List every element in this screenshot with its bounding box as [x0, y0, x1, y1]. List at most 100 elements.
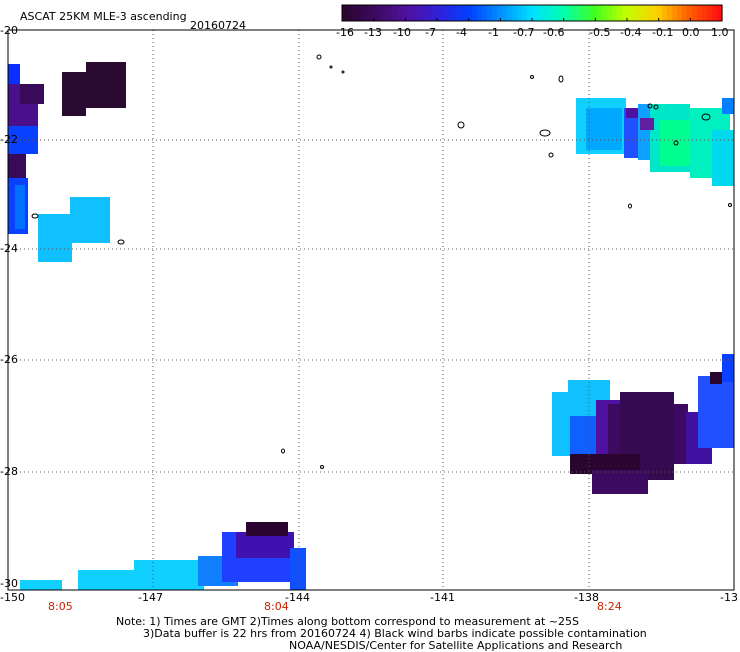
colorbar-swatch: [712, 5, 718, 21]
data-cell: [640, 118, 654, 130]
colorbar-swatch: [452, 5, 458, 21]
colorbar-swatch: [517, 5, 523, 21]
colorbar-swatch: [412, 5, 418, 21]
colorbar-swatch: [707, 5, 713, 21]
colorbar-swatch: [597, 5, 603, 21]
data-cell: [20, 84, 44, 104]
colorbar-swatch: [502, 5, 508, 21]
colorbar-label: -0.1: [652, 26, 674, 39]
data-cell: [698, 376, 734, 448]
colorbar-swatch: [577, 5, 583, 21]
colorbar-label: -13: [364, 26, 382, 39]
colorbar-swatch: [387, 5, 393, 21]
colorbar-swatch: [622, 5, 628, 21]
colorbar-swatch: [572, 5, 578, 21]
colorbar-swatch: [587, 5, 593, 21]
graticule: [8, 30, 734, 590]
colorbar-swatch: [492, 5, 498, 21]
colorbar-swatch: [477, 5, 483, 21]
colorbar: [341, 4, 723, 22]
product-title: ASCAT 25KM MLE-3 ascending: [20, 10, 187, 23]
product-date: 20160724: [190, 19, 246, 32]
lon-label: -144: [285, 591, 310, 604]
colorbar-label: -0.6: [543, 26, 565, 39]
data-cell: [586, 108, 622, 150]
colorbar-swatch: [657, 5, 663, 21]
colorbar-swatch: [487, 5, 493, 21]
colorbar-swatch: [607, 5, 613, 21]
data-cell: [710, 372, 722, 384]
colorbar-swatch: [682, 5, 688, 21]
time-label: 8:05: [48, 600, 73, 613]
lat-label: -26: [0, 353, 18, 366]
colorbar-swatch: [422, 5, 428, 21]
colorbar-swatch: [637, 5, 643, 21]
colorbar-swatch: [692, 5, 698, 21]
colorbar-swatch: [427, 5, 433, 21]
colorbar-label: -0.4: [620, 26, 642, 39]
colorbar-swatch: [532, 5, 538, 21]
colorbar-swatch: [647, 5, 653, 21]
colorbar-swatch: [557, 5, 563, 21]
colorbar-swatch: [367, 5, 373, 21]
data-cell: [62, 72, 86, 116]
colorbar-swatch: [562, 5, 568, 21]
data-cell: [8, 64, 20, 84]
colorbar-swatch: [442, 5, 448, 21]
data-cell: [246, 522, 288, 536]
data-cell: [86, 62, 126, 108]
data-cell: [15, 185, 25, 229]
colorbar-swatch: [372, 5, 378, 21]
island-outlines: [31, 54, 732, 469]
data-cell: [134, 560, 204, 590]
colorbar-swatch: [507, 5, 513, 21]
lon-label: -138: [574, 591, 599, 604]
colorbar-swatch: [677, 5, 683, 21]
colorbar-swatch: [447, 5, 453, 21]
colorbar-swatch: [642, 5, 648, 21]
plot-frame: [7, 29, 735, 591]
data-swaths: [8, 62, 734, 590]
data-cell: [8, 154, 26, 178]
colorbar-label: 1.0: [711, 26, 729, 39]
colorbar-swatch: [602, 5, 608, 21]
colorbar-swatch: [567, 5, 573, 21]
lon-label: -147: [138, 591, 163, 604]
data-cell: [722, 354, 734, 382]
colorbar-swatch: [347, 5, 353, 21]
colorbar-swatch: [512, 5, 518, 21]
note-line-1: Note: 1) Times are GMT 2)Times along bot…: [116, 615, 579, 628]
colorbar-label: -1: [488, 26, 499, 39]
data-cell: [624, 108, 638, 158]
lat-label: -28: [0, 465, 18, 478]
data-cell: [712, 130, 734, 186]
colorbar-label: -10: [393, 26, 411, 39]
data-cell: [638, 104, 650, 160]
colorbar-swatch: [342, 5, 348, 21]
colorbar-swatch: [652, 5, 658, 21]
colorbar-swatch: [407, 5, 413, 21]
colorbar-swatch: [552, 5, 558, 21]
colorbar-swatch: [357, 5, 363, 21]
lon-label: -141: [430, 591, 455, 604]
data-cell: [70, 197, 110, 243]
colorbar-swatch: [717, 5, 723, 21]
colorbar-swatch: [632, 5, 638, 21]
colorbar-swatch: [592, 5, 598, 21]
colorbar-swatch: [687, 5, 693, 21]
colorbar-swatch: [397, 5, 403, 21]
lat-label: -24: [0, 242, 18, 255]
colorbar-swatch: [497, 5, 503, 21]
time-label: 8:04: [264, 600, 289, 613]
colorbar-swatch: [462, 5, 468, 21]
lat-label: -20: [0, 24, 18, 37]
data-cell: [626, 108, 638, 118]
colorbar-swatch: [582, 5, 588, 21]
colorbar-swatch: [667, 5, 673, 21]
colorbar-swatch: [352, 5, 358, 21]
data-cell: [38, 214, 72, 262]
colorbar-swatch: [697, 5, 703, 21]
colorbar-swatch: [702, 5, 708, 21]
data-cell: [570, 454, 640, 474]
colorbar-label: -0.7: [513, 26, 535, 39]
